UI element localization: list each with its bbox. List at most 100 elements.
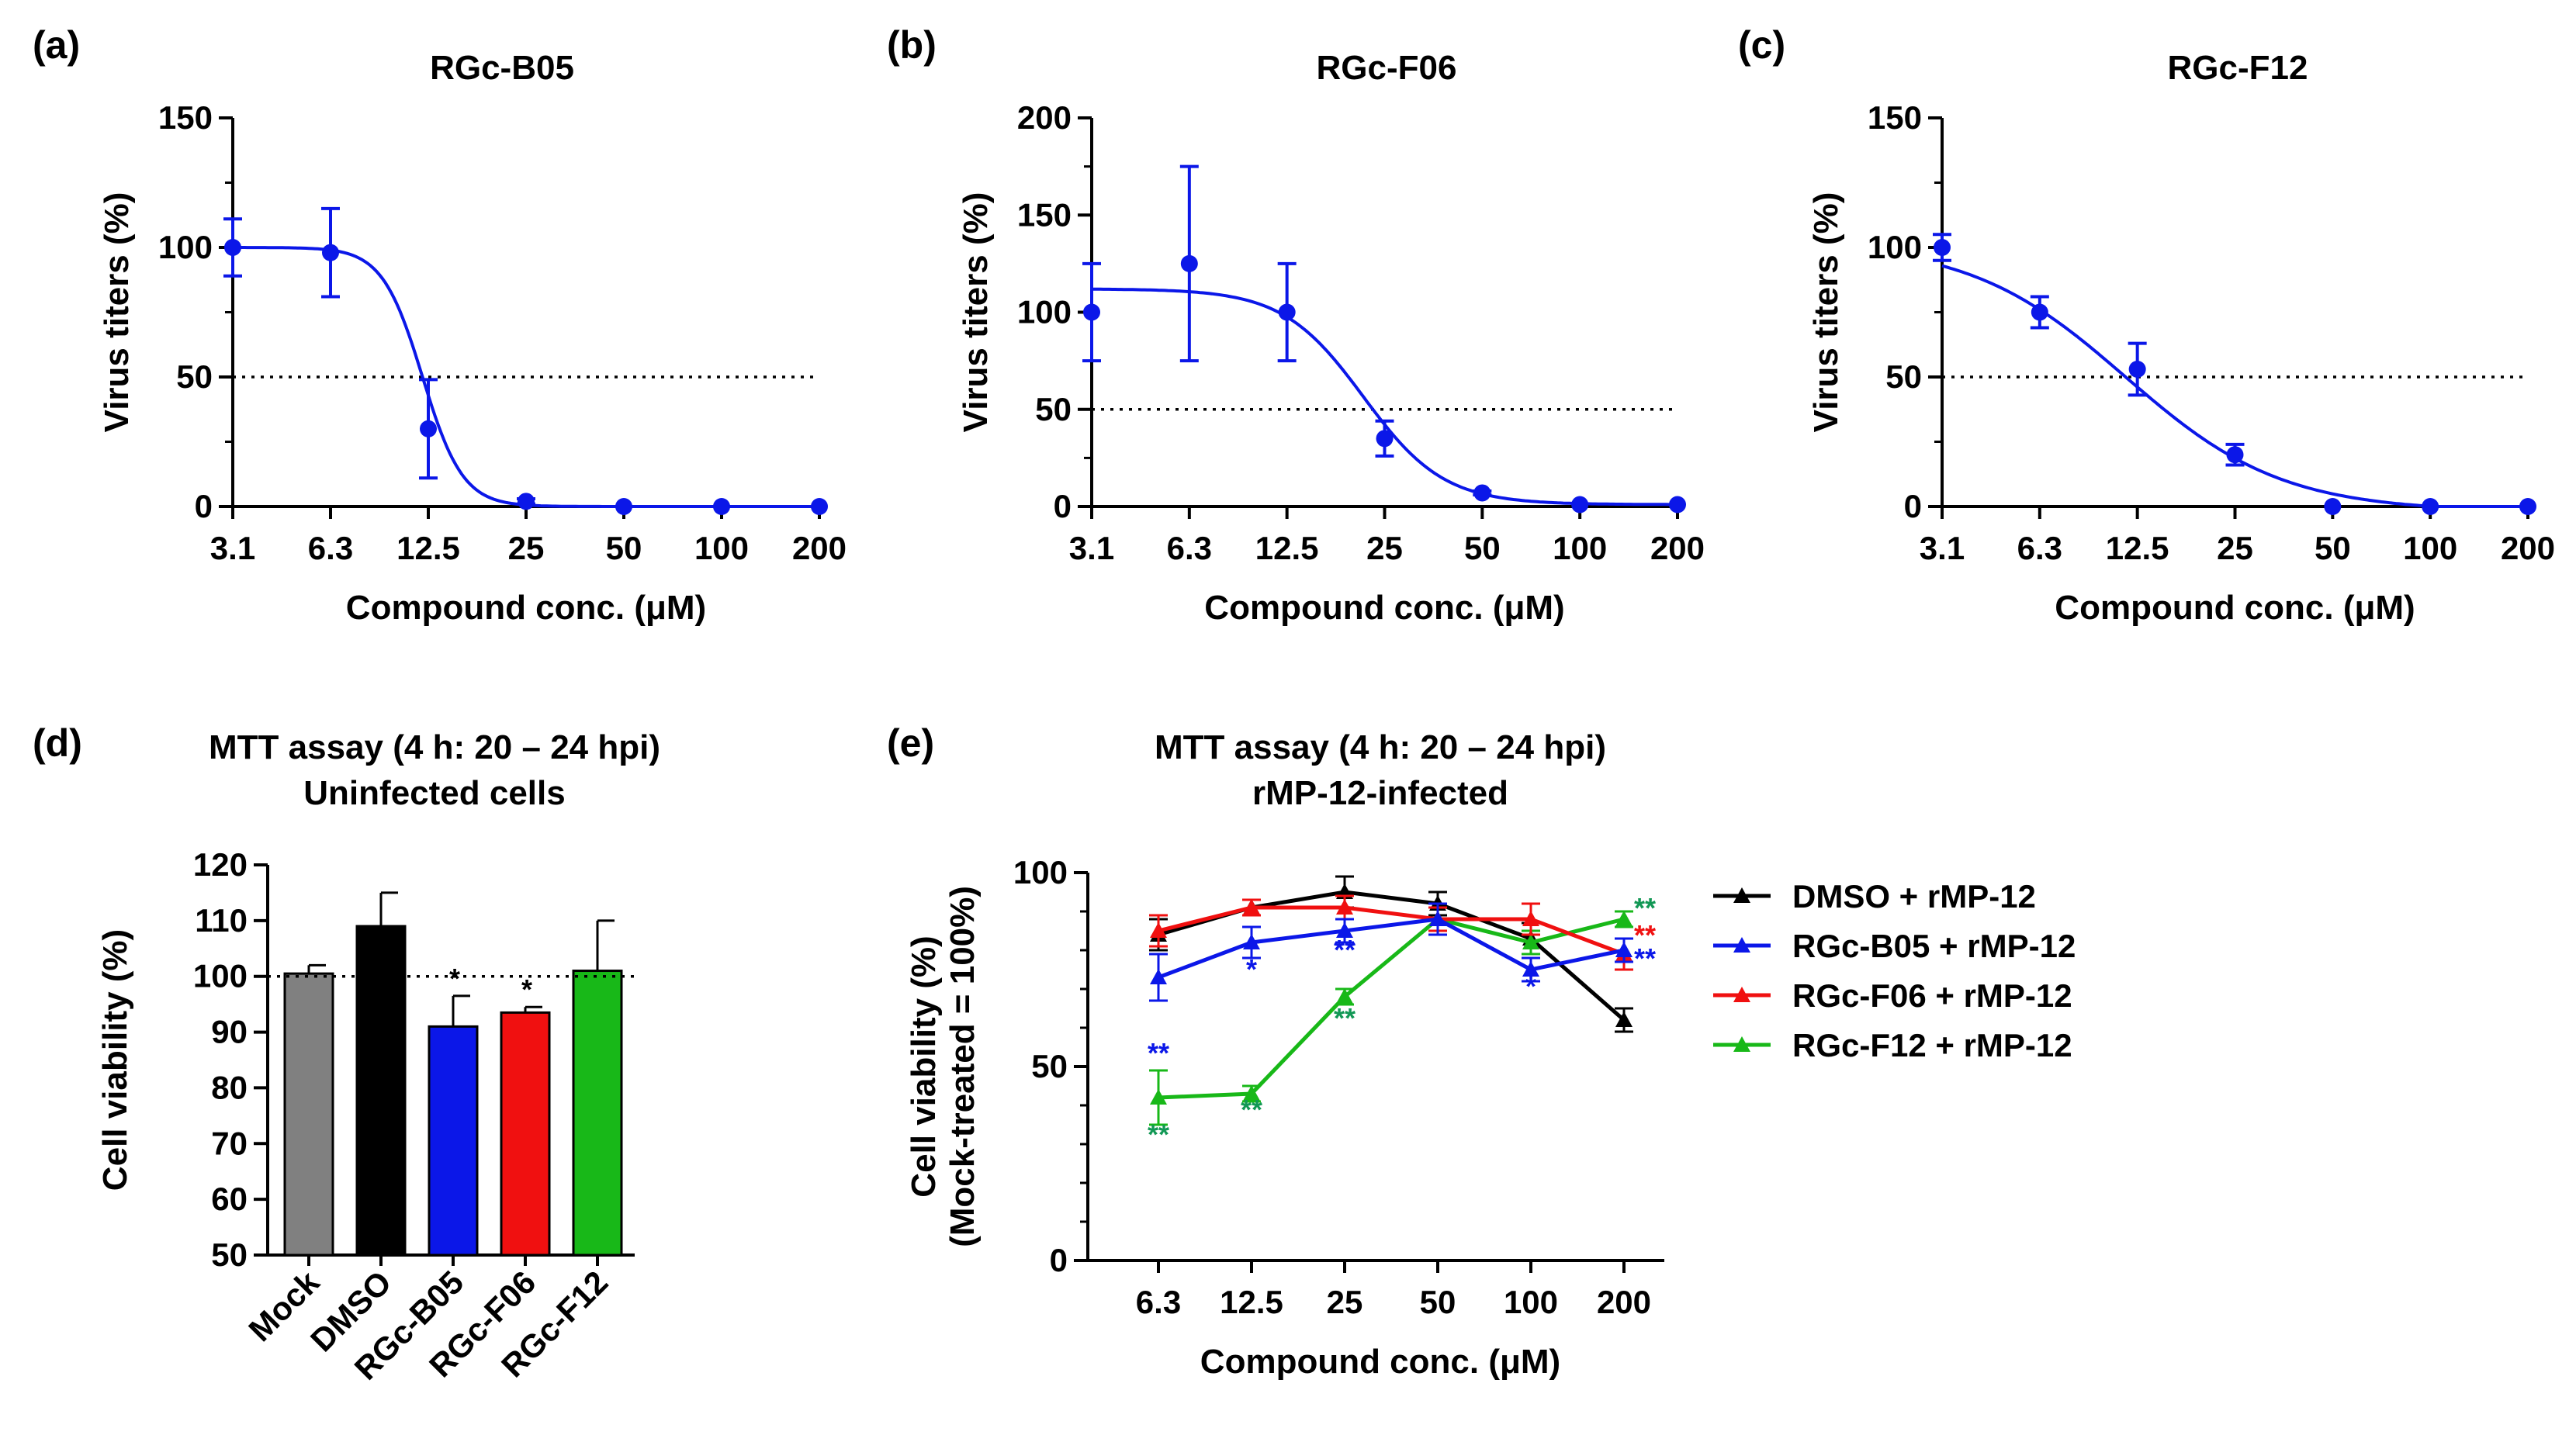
data-point (2422, 498, 2439, 515)
panel-label: (b) (887, 23, 937, 67)
x-tick-label: 200 (792, 530, 847, 566)
data-point (1278, 303, 1296, 321)
legend-marker (1733, 987, 1750, 1002)
x-tick-label: 25 (1366, 530, 1403, 566)
y-tick-label: 0 (1054, 488, 1072, 524)
significance-marker: ** (1241, 1094, 1262, 1126)
x-tick-label: 6.3 (1136, 1284, 1181, 1320)
x-axis-label: Compound conc. (μM) (2055, 589, 2415, 627)
y-tick-label: 60 (211, 1181, 248, 1217)
chart-title: MTT assay (4 h: 20 – 24 hpi) (209, 728, 660, 766)
x-tick-label: 6.3 (308, 530, 353, 566)
series-1 (1149, 902, 1633, 1002)
data-point (2324, 498, 2342, 515)
data-point (1180, 254, 1198, 272)
y-tick-label: 0 (195, 488, 213, 524)
data-point (615, 498, 632, 515)
data-point (420, 420, 437, 437)
panel-c: (c) RGc-F12 0 50 100 150 3.1 6.3 12.5 25 50 100 200 C… (1738, 23, 2555, 627)
data-point (2128, 360, 2146, 378)
bar (572, 970, 623, 1257)
x-axis-label: Compound conc. (μM) (346, 589, 706, 627)
significance-marker: ** (1148, 1119, 1169, 1150)
bar (428, 1025, 479, 1257)
legend-marker (1733, 937, 1750, 953)
y-tick-label: 120 (193, 846, 248, 883)
data-point (1571, 496, 1589, 513)
panel-label: (c) (1738, 23, 1785, 67)
y-axis-label: Virus titers (%) (98, 192, 136, 433)
y-tick-label: 50 (1035, 391, 1072, 427)
x-tick-label: 100 (1553, 530, 1607, 566)
y-axis-label: Virus titers (%) (1807, 192, 1845, 433)
data-point (322, 244, 339, 261)
panel-label: (e) (887, 721, 934, 765)
y-axis-label: Virus titers (%) (957, 192, 995, 433)
significance-marker: * (521, 973, 532, 1005)
y-tick-label: 100 (1868, 229, 1922, 265)
y-axis-label: Cell viability (%) (905, 935, 943, 1197)
data-point (1473, 484, 1491, 502)
bar (355, 925, 407, 1257)
y-tick-label: 100 (1013, 854, 1068, 890)
significance-marker: * (449, 963, 460, 994)
y-tick-label: 90 (211, 1014, 248, 1050)
y-tick-label: 80 (211, 1069, 248, 1105)
data-point (518, 493, 535, 510)
data-point (811, 498, 828, 515)
significance-marker: * (1246, 953, 1257, 985)
y-tick-label: 150 (1017, 196, 1072, 233)
panel-b: (b) RGc-F06 0 50 100 150 200 3.1 6.3 12.5 25 50 100 2… (887, 23, 1705, 627)
x-tick-label: 25 (2217, 530, 2253, 566)
x-axis-label: Compound conc. (μM) (1200, 1343, 1560, 1381)
panel-label: (a) (33, 23, 80, 67)
y-tick-label: 70 (211, 1125, 248, 1161)
x-tick-label: 6.3 (2017, 530, 2062, 566)
significance-marker: ** (1634, 919, 1656, 951)
chart-subtitle: rMP-12-infected (1252, 774, 1508, 812)
data-point (2519, 498, 2536, 515)
data-point (1615, 942, 1633, 957)
x-tick-label: 50 (606, 530, 642, 566)
y-tick-label: 100 (1017, 294, 1072, 330)
x-tick-label: 50 (1464, 530, 1501, 566)
data-point (1150, 969, 1167, 984)
data-point (1615, 1011, 1633, 1027)
y-tick-label: 0 (1050, 1242, 1068, 1278)
x-tick-label: 200 (1597, 1284, 1651, 1320)
y-tick-label: 50 (176, 358, 213, 395)
y-tick-label: 100 (193, 958, 248, 994)
data-point (1336, 899, 1353, 915)
data-point (1336, 922, 1353, 938)
x-tick-label: 100 (1504, 1284, 1558, 1320)
bar (283, 972, 334, 1257)
data-point (1934, 239, 1951, 256)
significance-marker: ** (1148, 1037, 1169, 1069)
data-point (713, 498, 730, 515)
y-tick-label: 0 (1904, 488, 1922, 524)
x-tick-label: 12.5 (396, 530, 460, 566)
legend-label: RGc-F12 + rMP-12 (1792, 1027, 2072, 1063)
chart-title: RGc-F06 (1317, 49, 1457, 87)
x-tick-label: 100 (2403, 530, 2457, 566)
legend-marker (1733, 1036, 1750, 1052)
y-tick-label: 50 (211, 1236, 248, 1273)
x-tick-label: 12.5 (1220, 1284, 1283, 1320)
y-axis-label: Cell viability (%) (96, 929, 134, 1191)
panel-a: (a) RGc-B05 0 50 100 150 3.1 6.3 12.5 25 50 100 200 C… (33, 23, 847, 627)
series-line (1158, 917, 1625, 1100)
data-point (1669, 496, 1686, 513)
chart-title: MTT assay (4 h: 20 – 24 hpi) (1155, 728, 1606, 766)
x-tick-label: 50 (2315, 530, 2351, 566)
x-tick-label: 3.1 (210, 530, 255, 566)
significance-marker: ** (1334, 934, 1356, 966)
x-tick-label: 100 (694, 530, 749, 566)
legend-marker (1733, 887, 1750, 903)
x-tick-label: 25 (1327, 1284, 1363, 1320)
y-tick-label: 150 (1868, 99, 1922, 136)
x-tick-label: 12.5 (2106, 530, 2169, 566)
y-axis-label-2: (Mock-treated = 100%) (943, 886, 982, 1247)
significance-marker: ** (1334, 1002, 1356, 1034)
chart-subtitle: Uninfected cells (303, 774, 565, 812)
x-tick-label: 6.3 (1167, 530, 1212, 566)
